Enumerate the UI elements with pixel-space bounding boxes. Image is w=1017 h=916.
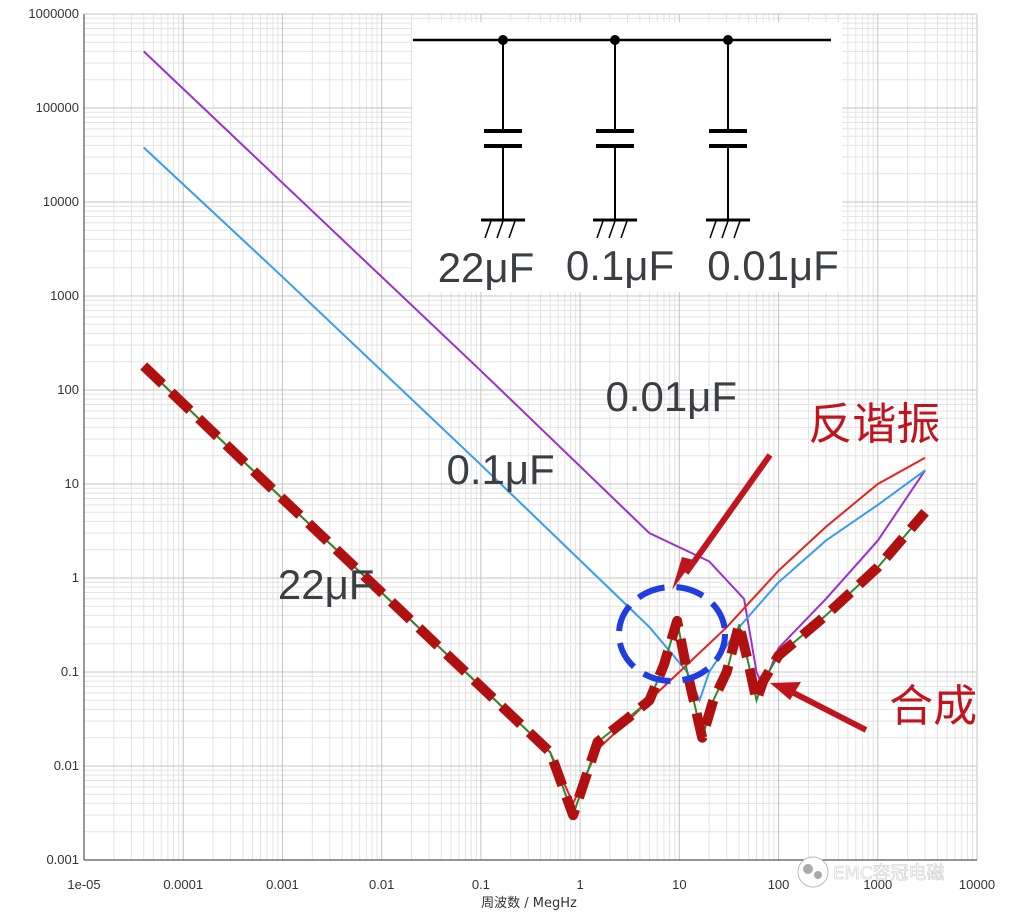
- circuit-background: [412, 22, 842, 292]
- series-line-1: [143, 146, 926, 704]
- x-tick-label: 0.001: [266, 877, 299, 892]
- watermark: EMC容冠电磁: [797, 856, 945, 888]
- annotation-label-1: 0.1μF: [446, 446, 554, 493]
- axes: [83, 14, 977, 861]
- composite-dashed-line: [140, 362, 929, 821]
- capacitor-0.01uF-symbol: [706, 35, 750, 239]
- capacitor-0.1uF-symbol: [593, 35, 637, 239]
- y-tick-label: 10000: [43, 194, 79, 209]
- y-tick-label: 10: [65, 476, 79, 491]
- x-tick-label: 1e-05: [67, 877, 100, 892]
- anti-resonance-circle: [616, 584, 728, 684]
- anti-resonance-arrow: [672, 453, 773, 590]
- circuit-label-22uF: 22μF: [438, 244, 535, 291]
- y-tick-label: 100: [57, 382, 79, 397]
- watermark-text: EMC容冠电磁: [833, 863, 944, 884]
- composite-arrow: [770, 682, 868, 733]
- series-line-0: [143, 50, 926, 690]
- annotation-label-0: 0.01μF: [605, 373, 737, 420]
- capacitor-circuit-diagram: 22μF 0.1μF 0.01μF: [412, 22, 842, 292]
- circuit-label-0.1uF: 0.1μF: [566, 242, 674, 289]
- x-tick-label: 10000: [959, 877, 995, 892]
- x-axis-title: 周波数 / MegHz: [481, 896, 577, 911]
- x-tick-label: 0.1: [472, 877, 490, 892]
- x-tick-label: 100: [768, 877, 790, 892]
- x-tick-label: 0.01: [369, 877, 394, 892]
- circuit-label-0.01uF: 0.01μF: [707, 242, 839, 289]
- y-tick-label: 0.1: [61, 664, 79, 679]
- x-tick-label: 10: [672, 877, 686, 892]
- y-tick-label: 1000000: [28, 6, 79, 21]
- capacitor-22uF-symbol: [481, 35, 525, 239]
- watermark-logo-icon: [797, 856, 829, 888]
- y-tick-label: 100000: [36, 100, 79, 115]
- x-tick-label: 0.0001: [163, 877, 203, 892]
- annotation-label-4: 合成: [889, 681, 977, 732]
- x-tick-labels: 1e-05 0.0001 0.001 0.01 0.1 1 10 100 1000 10000: [67, 877, 995, 892]
- annotation-label-3: 反谐振: [808, 399, 940, 450]
- y-tick-label: 1: [72, 570, 79, 585]
- y-tick-labels: 0.001 0.01 0.1 1 10 100 1000 10000 100000 1000000: [28, 6, 79, 867]
- x-tick-label: 1: [576, 877, 583, 892]
- y-tick-label: 1000: [50, 288, 79, 303]
- y-tick-label: 0.01: [54, 758, 79, 773]
- annotation-label-2: 22μF: [278, 561, 375, 608]
- x-tick-label: 1000: [863, 877, 892, 892]
- y-tick-label: 0.001: [46, 852, 79, 867]
